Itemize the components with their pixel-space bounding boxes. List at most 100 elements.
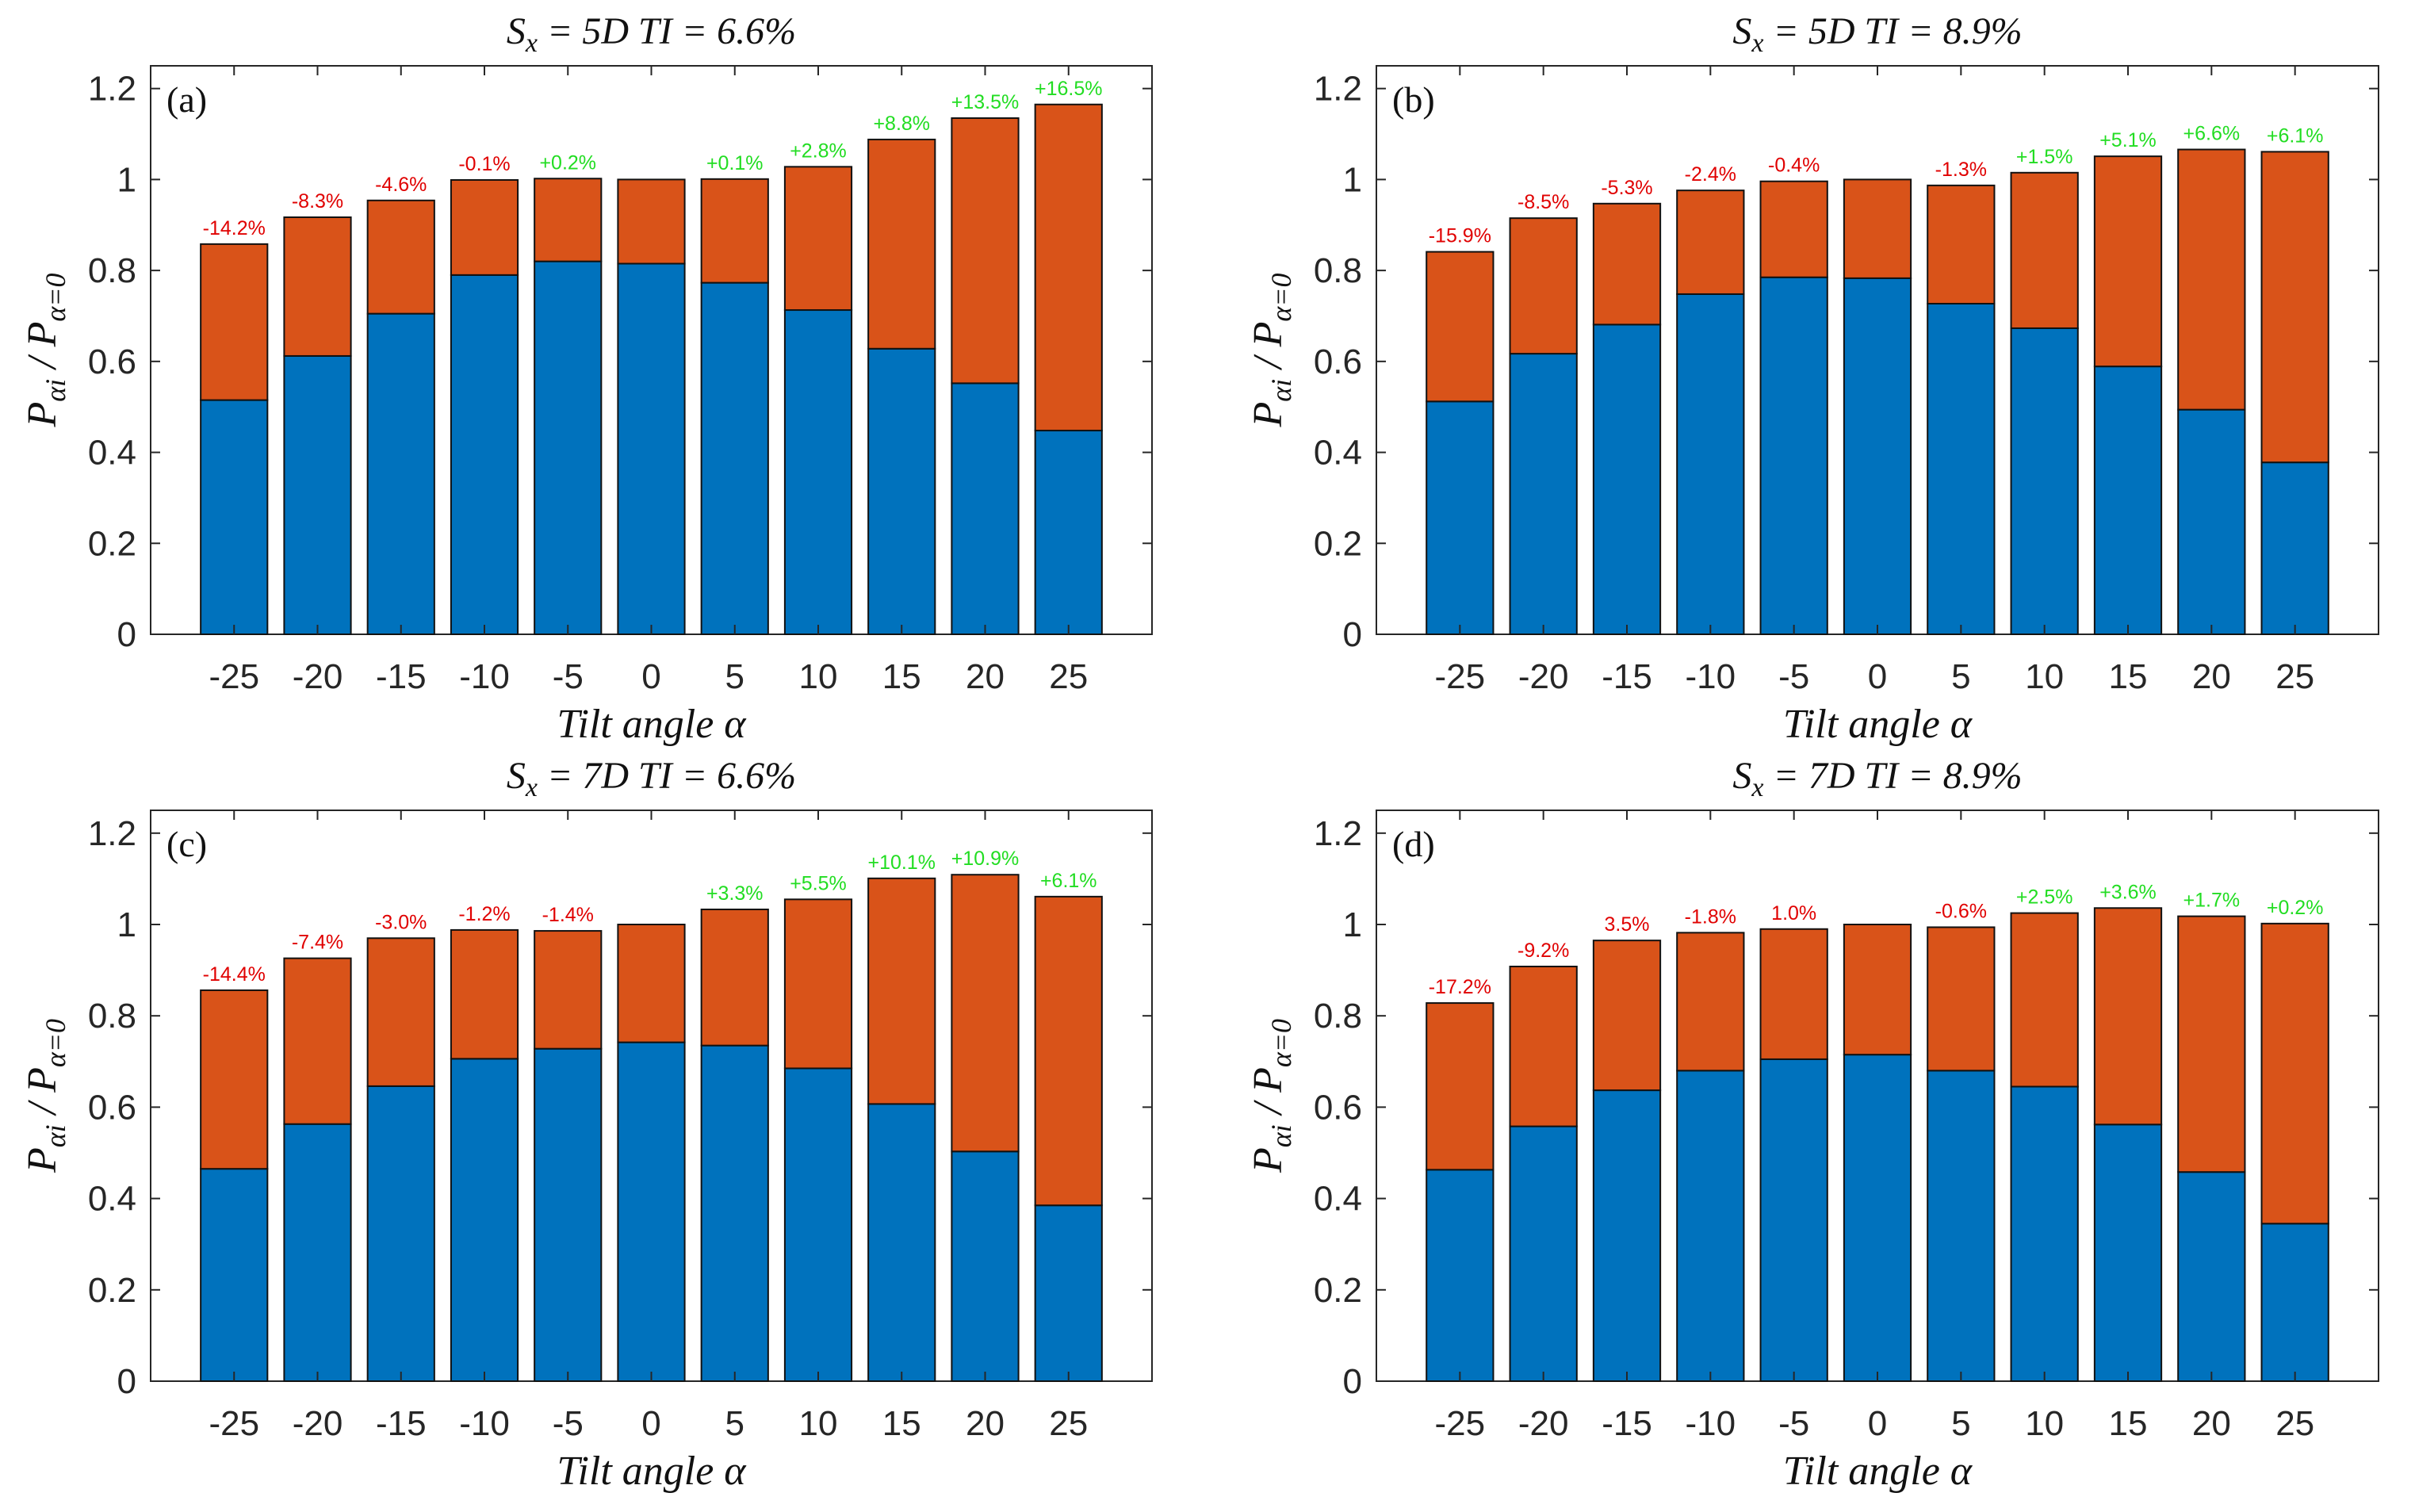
- x-tick-label: -5: [553, 657, 584, 696]
- bar-lower: [366, 1085, 435, 1383]
- bar-lower: [1426, 1169, 1495, 1382]
- bar-data-label: +3.3%: [706, 882, 764, 905]
- bar-data-label: -14.4%: [203, 963, 266, 986]
- bar-lower: [783, 1067, 853, 1382]
- x-tick-label: -25: [209, 1404, 259, 1443]
- chart-title: Sx = 7D TI = 8.9%: [1732, 755, 2022, 802]
- bar-upper: [2010, 171, 2079, 329]
- y-tick-label: 0.8: [1314, 997, 1362, 1035]
- bar-lower: [783, 309, 853, 635]
- bar-lower: [1927, 1070, 1996, 1382]
- y-axis-label: Pαi / Pα=0: [20, 1019, 71, 1173]
- bar-upper: [1927, 184, 1996, 304]
- x-tick-label: 5: [1951, 1404, 1970, 1443]
- y-tick-label: 0: [1343, 1362, 1362, 1401]
- y-tick-label: 1: [1343, 905, 1362, 944]
- bar-data-label: +6.1%: [1040, 870, 1097, 892]
- bar-data-label: -17.2%: [1429, 976, 1491, 998]
- bar-data-label: -5.3%: [1601, 177, 1652, 199]
- x-tick-label: 0: [641, 1404, 660, 1443]
- bar-data-label: +13.5%: [951, 91, 1020, 113]
- x-tick-label: 0: [1868, 1404, 1887, 1443]
- bar-data-label: +6.1%: [2267, 124, 2324, 147]
- x-tick-label: -10: [459, 1404, 510, 1443]
- x-tick-label: 20: [2192, 657, 2231, 696]
- bar-upper: [1592, 202, 1662, 326]
- bar-data-label: -1.4%: [542, 904, 594, 926]
- bar-lower: [2093, 1123, 2163, 1382]
- bar-upper: [1759, 180, 1828, 278]
- bar-lower: [867, 347, 936, 635]
- bar-lower: [1759, 276, 1828, 635]
- bar-upper: [1676, 932, 1745, 1072]
- x-tick-label: -25: [209, 657, 259, 696]
- y-tick-label: 0.6: [88, 343, 136, 381]
- bar-lower: [1927, 302, 1996, 635]
- panel-tag: (d): [1392, 824, 1435, 864]
- bar-upper: [366, 937, 435, 1087]
- bar-data-label: +1.7%: [2183, 890, 2241, 912]
- x-tick-label: 15: [2109, 1404, 2148, 1443]
- bar-data-label: +2.8%: [790, 140, 847, 162]
- chart-panel-c: 0 0.2 0.4 0.6 0.8 1 1.2 -25 -14.4% -20 -7.4% -15 -3.…: [20, 755, 1153, 1494]
- bar-upper: [700, 908, 769, 1047]
- bar-upper: [2260, 922, 2329, 1225]
- bar-data-label: 1.0%: [1771, 902, 1816, 924]
- y-tick-label: 0.4: [88, 1180, 136, 1219]
- x-axis-label: Tilt angle α: [557, 1449, 747, 1494]
- bar-data-label: -3.0%: [375, 911, 427, 933]
- bar-data-label: +10.9%: [951, 848, 1020, 870]
- y-tick-label: 0.2: [1314, 524, 1362, 563]
- x-tick-label: -20: [293, 1404, 343, 1443]
- bar-upper: [1509, 965, 1578, 1127]
- x-tick-label: 15: [2109, 657, 2148, 696]
- bar-lower: [2177, 408, 2246, 635]
- bar-data-label: +6.6%: [2183, 123, 2241, 145]
- bar-data-label: -9.2%: [1518, 940, 1569, 962]
- bar-upper: [283, 957, 352, 1125]
- bar-data-label: -1.2%: [458, 903, 510, 925]
- bar-lower: [951, 1150, 1020, 1382]
- y-tick-label: 0: [117, 615, 136, 654]
- x-tick-label: 0: [1868, 657, 1887, 696]
- x-tick-label: 25: [2275, 657, 2314, 696]
- x-tick-label: 10: [2025, 657, 2064, 696]
- x-axis-label: Tilt angle α: [557, 702, 747, 747]
- y-tick-label: 1.2: [88, 814, 136, 853]
- y-tick-label: 0.8: [88, 997, 136, 1035]
- bar-lower: [1843, 277, 1912, 635]
- chart-panel-a: 0 0.2 0.4 0.6 0.8 1 1.2 -25 -14.2% -20 -8.3% -15 -4.…: [20, 10, 1153, 747]
- y-axis-label: Pαi / Pα=0: [1246, 273, 1297, 427]
- y-tick-label: 1.2: [1314, 814, 1362, 853]
- x-tick-label: -5: [1778, 1404, 1809, 1443]
- bar-lower: [1592, 1089, 1662, 1382]
- bar-lower: [534, 260, 603, 635]
- y-tick-label: 0.6: [1314, 1088, 1362, 1127]
- x-tick-label: 15: [882, 657, 921, 696]
- x-tick-label: -20: [1518, 1404, 1569, 1443]
- bar-lower: [2010, 327, 2079, 635]
- y-tick-label: 0.4: [1314, 434, 1362, 473]
- y-tick-label: 1: [117, 160, 136, 199]
- bar-upper: [783, 166, 853, 312]
- bar-upper: [2093, 907, 2163, 1126]
- bar-data-label: -14.2%: [203, 217, 266, 239]
- bar-data-label: +10.1%: [868, 852, 936, 874]
- bar-lower: [1034, 1204, 1103, 1382]
- bar-upper: [867, 138, 936, 350]
- bar-upper: [783, 898, 853, 1070]
- bar-data-label: +3.6%: [2099, 881, 2157, 903]
- x-tick-label: -15: [1602, 1404, 1652, 1443]
- bar-lower: [1509, 353, 1578, 635]
- bar-lower: [951, 382, 1020, 635]
- bar-data-label: +5.5%: [790, 872, 847, 894]
- x-tick-label: -10: [1686, 1404, 1736, 1443]
- y-tick-label: 0.6: [88, 1088, 136, 1127]
- bar-upper: [366, 199, 435, 315]
- y-tick-label: 0: [1343, 615, 1362, 654]
- y-axis-label: Pαi / Pα=0: [1246, 1019, 1297, 1173]
- chart-title: Sx = 5D TI = 6.6%: [507, 10, 796, 58]
- y-tick-label: 1: [1343, 160, 1362, 199]
- y-tick-label: 0.4: [1314, 1180, 1362, 1219]
- y-tick-label: 0.2: [88, 1271, 136, 1310]
